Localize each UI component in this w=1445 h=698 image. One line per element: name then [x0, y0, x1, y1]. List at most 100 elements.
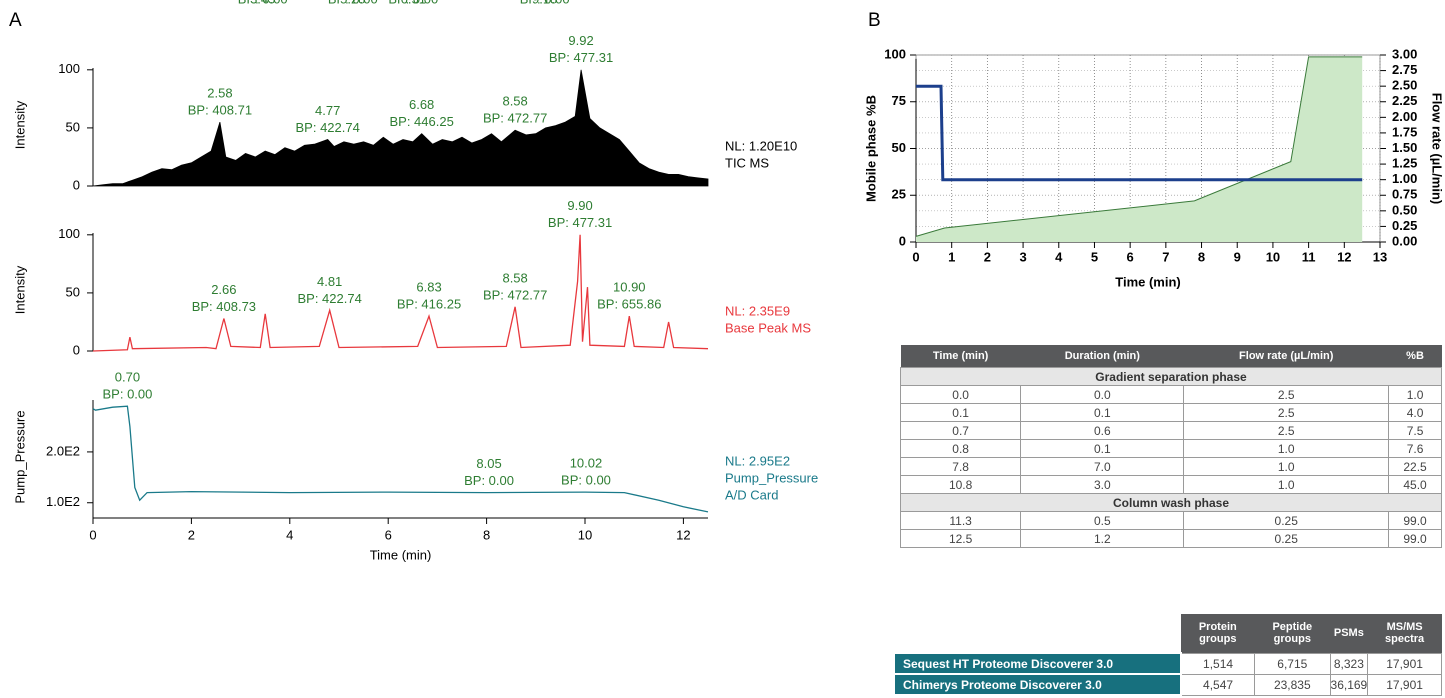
trace-note: NL: 2.95E2	[725, 453, 790, 468]
table-cell: 1.0	[1388, 385, 1442, 404]
table-cell: 1,514	[1180, 652, 1256, 675]
peak-time: 6.68	[409, 97, 434, 112]
peak-bp: BP: 422.74	[297, 291, 361, 306]
peak-time: 6.83	[416, 280, 441, 295]
peak-time: 9.18	[532, 0, 557, 6]
line	[916, 84, 1363, 182]
peak-bp: BP: 422.74	[296, 120, 360, 135]
x-axis-label: Time (min)	[370, 547, 432, 562]
table-cell: 1.0	[1183, 439, 1390, 458]
table-row: 0.7 0.6 2.5 7.5	[899, 421, 1442, 440]
x-tick-label: 6	[1127, 249, 1134, 264]
trace-area	[92, 69, 709, 187]
table-row: 0.0 0.0 2.5 1.0	[899, 385, 1442, 404]
peak-bp: BP: 0.00	[238, 0, 288, 6]
peak-bp: BP: 0.00	[103, 387, 153, 402]
y-tick-label: 0	[899, 233, 906, 248]
x-tick-label: 13	[1373, 249, 1387, 264]
peak-time: 8.05	[476, 456, 501, 471]
table-cell: 7.8	[899, 457, 1022, 476]
y-tick-label: 0	[73, 342, 80, 357]
peak-bp: BP: 0.00	[464, 473, 514, 488]
peak-time: 4.81	[317, 274, 342, 289]
table-row: 7.8 7.0 1.0 22.5	[899, 457, 1442, 476]
table-row: Sequest HT Proteome Discoverer 3.0 1,514 6…	[893, 652, 1442, 675]
section-row: Column wash phase	[900, 493, 1442, 512]
panel-label: B	[868, 10, 881, 31]
table-cell: 17,901	[1367, 673, 1442, 696]
peak-bp: BP: 655.86	[597, 297, 661, 312]
table-cell: 99.0	[1388, 511, 1442, 530]
y2-tick-label: 0.25	[1392, 218, 1417, 233]
line	[92, 405, 709, 513]
y2-tick-label: 3.00	[1392, 46, 1417, 61]
x-tick-label: 0	[89, 527, 96, 542]
table-cell: 1.2	[1020, 529, 1185, 548]
x-tick-label: 12	[676, 527, 690, 542]
y-tick-label: 50	[892, 140, 906, 155]
table-cell: 1.0	[1183, 457, 1390, 476]
y-axis-label: Mobile phase %B	[863, 95, 878, 202]
peak-bp: BP: 408.73	[192, 299, 256, 314]
section-row: Gradient separation phase	[900, 367, 1442, 386]
y-tick-label: 25	[892, 187, 906, 202]
peak-time: 4.77	[315, 103, 340, 118]
y-tick-label: 100	[884, 46, 906, 61]
x-tick-label: 9	[1234, 249, 1241, 264]
table-cell: 0.6	[1020, 421, 1185, 440]
column-header: %B	[1388, 345, 1442, 368]
x-tick-label: 4	[286, 527, 293, 542]
table-cell: 7.0	[1020, 457, 1185, 476]
trace-note: NL: 1.20E10	[725, 138, 797, 153]
line	[92, 234, 709, 352]
table-cell: 12.5	[899, 529, 1022, 548]
y2-tick-label: 1.50	[1392, 140, 1417, 155]
y2-tick-label: 2.50	[1392, 78, 1417, 93]
y-tick-label: 50	[66, 284, 80, 299]
table-cell: 36,169	[1329, 673, 1369, 696]
peak-bp: BP: 472.77	[483, 111, 547, 126]
column-header: Flow rate (µL/min)	[1183, 345, 1389, 368]
x-tick-label: 3	[1019, 249, 1026, 264]
table-cell: 17,901	[1367, 652, 1442, 675]
y-tick-label: 75	[892, 93, 906, 108]
y-tick-label: 50	[66, 119, 80, 134]
column-header: Duration (min)	[1020, 345, 1184, 368]
peak-time: 8.58	[502, 94, 527, 109]
table-cell: 2.5	[1183, 421, 1390, 440]
table-cell: 10.8	[899, 475, 1022, 494]
column-header: MS/MS spectra	[1367, 614, 1442, 653]
table-cell: 0.25	[1183, 511, 1390, 530]
table-cell: 99.0	[1388, 529, 1442, 548]
peak-time: 0.70	[115, 370, 140, 385]
table-cell: 2.5	[1183, 403, 1390, 422]
peak-bp: BP: 416.25	[397, 297, 461, 312]
trace-note: A/D Card	[725, 487, 778, 502]
table-cell: 4,547	[1180, 673, 1256, 696]
section-title: Gradient separation phase	[900, 367, 1442, 386]
y2-tick-label: 1.00	[1392, 171, 1417, 186]
peak-bp: BP: 0.00	[388, 0, 438, 6]
x-tick-label: 10	[1266, 249, 1280, 264]
table-cell: 7.5	[1388, 421, 1442, 440]
gradient-table: Time (min) Duration (min) Flow rate (µL/mi…	[899, 345, 1442, 548]
line	[915, 56, 1363, 237]
x-tick-label: 0	[912, 249, 919, 264]
x-tick-label: 8	[483, 527, 490, 542]
x-tick-label: 6	[385, 527, 392, 542]
trace-note: TIC MS	[725, 155, 769, 170]
header-row: Protein groups Peptide groups PSMs MS/MS sp…	[894, 614, 1442, 653]
table-cell: 0.8	[899, 439, 1022, 458]
table-cell: 0.25	[1183, 529, 1390, 548]
area	[916, 56, 1363, 243]
table-cell: 2.5	[1183, 385, 1390, 404]
x-tick-label: 1	[948, 249, 955, 264]
trace-note: Base Peak MS	[725, 320, 811, 335]
column-header: Time (min)	[900, 345, 1021, 368]
table-cell: 0.0	[1020, 385, 1185, 404]
peak-bp: BP: 446.25	[389, 114, 453, 129]
table-cell: 0.1	[1020, 439, 1185, 458]
peak-bp: BP: 0.00	[561, 473, 611, 488]
y2-tick-label: 0.00	[1392, 233, 1417, 248]
